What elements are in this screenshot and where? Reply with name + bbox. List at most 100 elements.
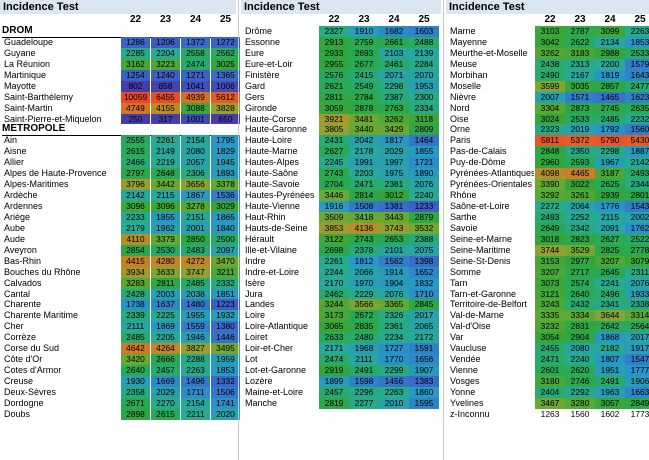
row-label: Guyane xyxy=(4,47,36,58)
value-cell: 1480 xyxy=(181,299,210,311)
year-header: 22 xyxy=(544,14,556,25)
value-cell: 3054 xyxy=(535,332,565,344)
row-label: Vosges xyxy=(450,376,480,386)
row-label: Haute-Loire xyxy=(245,135,293,146)
value-cell: 2154 xyxy=(181,135,210,147)
table-row: Hautes-Pyrénées 3446 2814 3012 2240 xyxy=(241,190,441,201)
value-cell: 2284 xyxy=(409,58,439,70)
value-cell: 3018 xyxy=(535,233,565,245)
table-row: Ain 2555 2261 2154 1795 xyxy=(0,135,240,147)
value-cell: 1579 xyxy=(625,58,649,70)
value-cell: 3042 xyxy=(535,36,565,48)
value-cell: 3509 xyxy=(319,211,349,223)
value-cell: 1669 xyxy=(151,376,180,387)
value-cell: 2285 xyxy=(121,47,150,59)
table-body: DROM Guadeloupe 1286 1206 1372 1272 Guyane 2285… xyxy=(0,26,240,420)
row-label: Isère xyxy=(245,277,266,288)
value-cell: 3025 xyxy=(211,58,240,70)
value-cell: 2097 xyxy=(211,244,240,256)
value-cell: 1741 xyxy=(211,397,240,409)
value-cell: 4098 xyxy=(535,168,565,180)
table-row: Oise 3024 2533 2485 2232 xyxy=(446,113,649,125)
value-cell: 3378 xyxy=(211,179,240,191)
year-header-row: 22 23 24 25 xyxy=(241,14,441,26)
value-cell: 2432 xyxy=(565,299,595,311)
value-cell: 1456 xyxy=(379,376,409,387)
value-cell: 2002 xyxy=(625,211,649,223)
value-cell: 2057 xyxy=(181,157,210,169)
value-cell: 1916 xyxy=(319,201,349,212)
row-label: Essonne xyxy=(245,36,281,47)
row-label: Creuse xyxy=(4,376,34,386)
table-row: Corse du Sud 4642 4264 3827 3495 xyxy=(0,343,240,355)
value-cell: 2825 xyxy=(595,244,625,256)
value-cell: 2778 xyxy=(625,244,649,256)
value-cell: 2204 xyxy=(151,47,180,59)
value-cell: 1904 xyxy=(379,277,409,289)
value-cell: 2182 xyxy=(595,343,625,355)
table-row: Gironde 3059 2878 2763 2334 xyxy=(241,102,441,114)
row-label: Charente Maritime xyxy=(4,310,79,321)
table-row: Loire 3173 2672 2326 2017 xyxy=(241,310,441,322)
value-cell: 2075 xyxy=(409,244,439,256)
value-cell: 3065 xyxy=(319,321,349,333)
value-cell: 2704 xyxy=(319,179,349,191)
value-cell: 2167 xyxy=(565,69,595,81)
table-row: Orne 2323 2019 1792 1560 xyxy=(446,124,649,136)
value-cell: 1917 xyxy=(625,343,649,355)
value-cell: 5430 xyxy=(625,135,649,147)
value-cell: 2007 xyxy=(535,91,565,103)
value-cell: 2642 xyxy=(595,321,625,333)
value-cell: 2593 xyxy=(565,157,595,169)
value-cell: 3599 xyxy=(535,80,565,92)
value-cell: 1652 xyxy=(409,266,439,278)
value-cell: 1271 xyxy=(181,69,210,81)
row-label: Maine-et-Loire xyxy=(245,386,304,397)
value-cell: 1962 xyxy=(151,222,180,234)
value-cell: 1254 xyxy=(121,69,150,81)
row-label: Gard xyxy=(245,80,266,91)
table-row: Loiret 2633 2480 2234 2172 xyxy=(241,332,441,344)
value-cell: 1773 xyxy=(630,408,649,419)
value-cell: 2831 xyxy=(565,321,595,333)
row-label: Nord xyxy=(450,102,470,113)
row-label: Tarn xyxy=(450,277,468,288)
table-row: Deux-Sèvres 2358 2029 1711 1506 xyxy=(0,386,240,398)
table-row: Saint-Barthélemy 10059 6455 4939 5612 xyxy=(0,91,240,103)
value-cell: 2621 xyxy=(319,80,349,92)
value-cell: 1001 xyxy=(181,113,210,125)
table-row: Pas-de-Calais 2848 2350 2298 1887 xyxy=(446,146,649,158)
value-cell: 2477 xyxy=(625,80,649,92)
value-cell: 3207 xyxy=(535,266,565,278)
value-cell: 2485 xyxy=(181,277,210,289)
value-cell: 1006 xyxy=(211,80,240,92)
table-row: Corrèze 2485 2205 1946 1446 xyxy=(0,332,240,344)
row-label: Seine-Maritime xyxy=(450,244,511,255)
value-cell: 4465 xyxy=(565,168,595,180)
table-row: Aisne 2615 2149 2080 1829 xyxy=(0,146,240,158)
value-cell: 2857 xyxy=(595,80,625,92)
value-cell: 2071 xyxy=(379,69,409,81)
table-row: Gers 2811 2784 2387 2300 xyxy=(241,91,441,103)
value-cell: 3022 xyxy=(565,179,595,191)
table-row: Ardennes 3096 3096 3278 3029 xyxy=(0,201,240,212)
value-cell: 2640 xyxy=(121,365,150,376)
row-label: Finistère xyxy=(245,69,280,80)
value-cell: 1795 xyxy=(211,135,240,147)
row-label: Calvados xyxy=(4,277,42,288)
row-label: Mayenne xyxy=(450,36,488,47)
value-cell: 3481 xyxy=(349,113,379,125)
value-cell: 3059 xyxy=(319,102,349,114)
value-cell: 2334 xyxy=(409,102,439,114)
value-cell: 1446 xyxy=(211,332,240,344)
row-label: Ardèche xyxy=(4,190,38,201)
value-cell: 1907 xyxy=(409,365,439,376)
year-header: 25 xyxy=(418,14,430,25)
value-cell: 1959 xyxy=(211,354,240,366)
row-label: Hautes-Alpes xyxy=(245,157,300,168)
value-cell: 1855 xyxy=(151,211,180,223)
value-cell: 2485 xyxy=(121,332,150,344)
row-label: Eure-et-Loir xyxy=(245,58,293,69)
table-row: Seine-St-Denis 3153 2977 3207 3079 xyxy=(446,255,649,267)
value-cell: 650 xyxy=(211,113,240,125)
